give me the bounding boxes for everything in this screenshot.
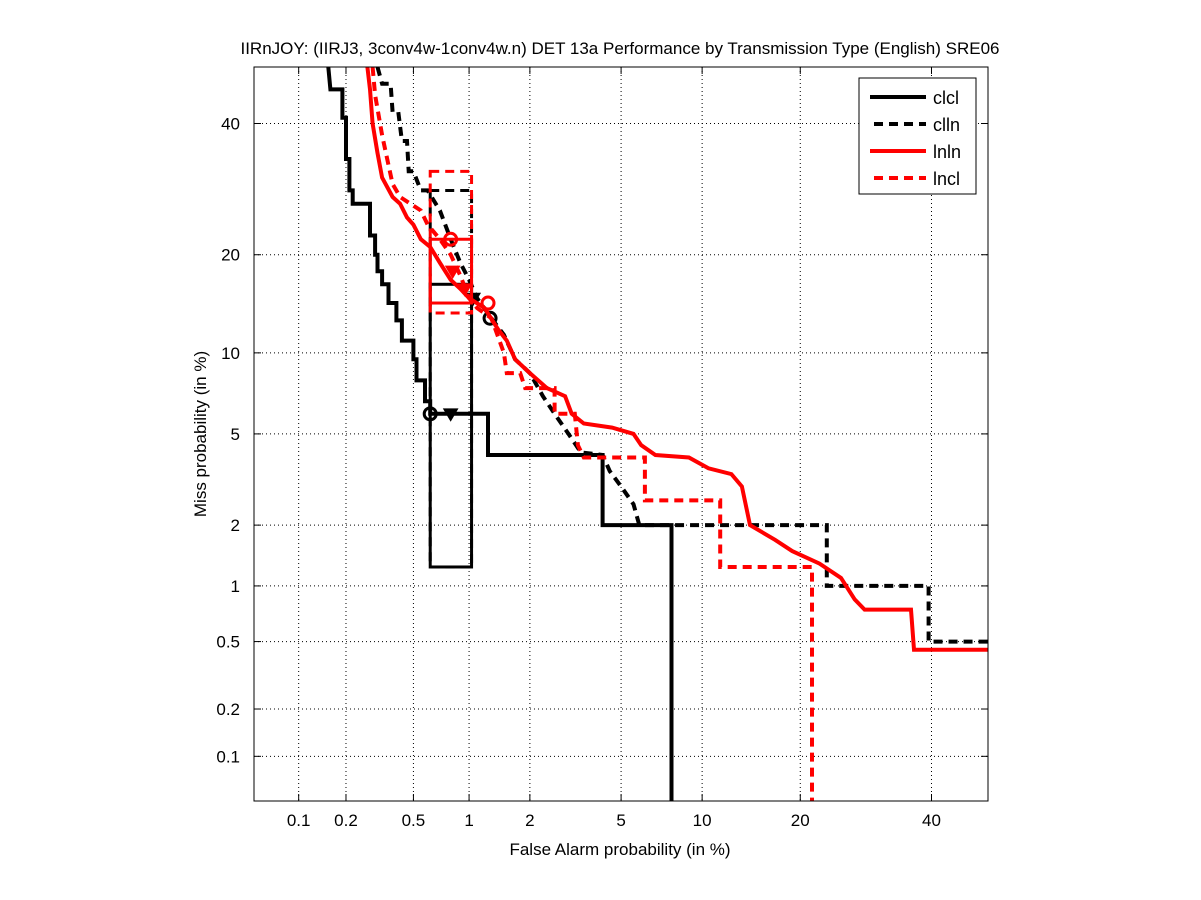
- legend-label-lnln: lnln: [933, 142, 961, 162]
- x-tick-label: 0.5: [402, 811, 426, 830]
- x-tick-label: 20: [791, 811, 810, 830]
- legend-label-clcl: clcl: [933, 88, 959, 108]
- y-tick-label: 0.5: [216, 633, 240, 652]
- chart-title: IIRnJOY: (IIRJ3, 3conv4w-1conv4w.n) DET …: [240, 39, 999, 58]
- actual-dcf-marker-clln: [482, 310, 498, 326]
- x-tick-label: 2: [525, 811, 534, 830]
- legend-label-lncl: lncl: [933, 169, 960, 189]
- x-tick-label: 0.2: [334, 811, 358, 830]
- series-lncl: [370, 67, 814, 801]
- x-tick-label: 5: [616, 811, 625, 830]
- confidence-box-clln: [428, 188, 474, 569]
- min-dcf-marker-clcl: [442, 408, 459, 422]
- x-tick-label: 0.1: [287, 811, 311, 830]
- y-tick-label: 1: [231, 577, 240, 596]
- y-tick-label: 2: [231, 516, 240, 535]
- curve-lncl: [370, 67, 814, 801]
- axes-frame: [253, 66, 989, 802]
- y-tick-label: 0.1: [216, 747, 240, 766]
- legend: clcl clln lnln lncl: [858, 77, 977, 195]
- curve-clcl: [326, 67, 674, 801]
- x-tick-label: 10: [693, 811, 712, 830]
- y-axis-label: Miss probability (in %): [191, 351, 210, 517]
- confidence-box-lncl: [428, 169, 474, 315]
- y-tick-label: 40: [221, 115, 240, 134]
- actual-dcf-marker-lnln: [443, 231, 459, 247]
- y-tick-label: 0.2: [216, 700, 240, 719]
- actual-dcf-marker-lncl: [480, 295, 496, 311]
- curve-clln: [375, 67, 988, 644]
- plot-area: [326, 67, 988, 801]
- y-tick-label: 5: [231, 425, 240, 444]
- x-axis-label: False Alarm probability (in %): [509, 840, 730, 859]
- ticks: 0.1 0.2 0.5 1 2 5 10 20 40 0.1 0.2 0.5 1 2 5 10 20 40: [216, 67, 988, 830]
- confidence-box-clcl: [428, 282, 474, 569]
- y-tick-label: 10: [221, 344, 240, 363]
- y-tick-label: 20: [221, 246, 240, 265]
- series-clcl: [326, 67, 674, 801]
- x-tick-label: 40: [922, 811, 941, 830]
- legend-label-clln: clln: [933, 115, 960, 135]
- min-dcf-marker-lncl: [456, 283, 473, 297]
- x-tick-label: 1: [464, 811, 473, 830]
